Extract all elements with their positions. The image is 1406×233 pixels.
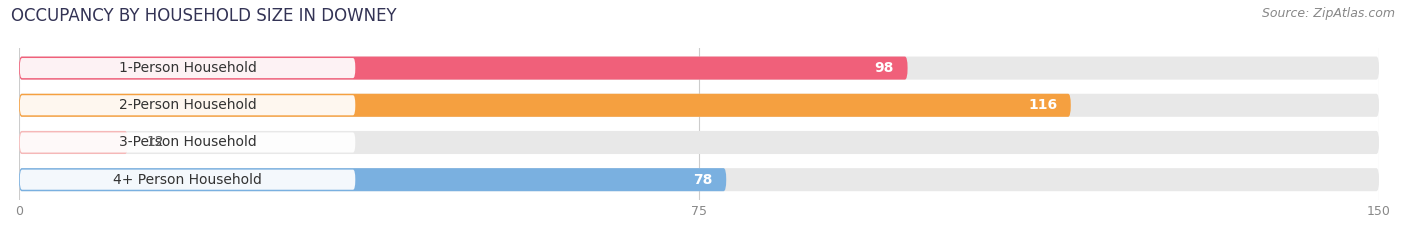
FancyBboxPatch shape bbox=[20, 131, 1379, 154]
Text: Source: ZipAtlas.com: Source: ZipAtlas.com bbox=[1261, 7, 1395, 20]
Text: OCCUPANCY BY HOUSEHOLD SIZE IN DOWNEY: OCCUPANCY BY HOUSEHOLD SIZE IN DOWNEY bbox=[11, 7, 396, 25]
FancyBboxPatch shape bbox=[20, 58, 356, 78]
Text: 98: 98 bbox=[875, 61, 894, 75]
FancyBboxPatch shape bbox=[20, 168, 1379, 191]
FancyBboxPatch shape bbox=[20, 168, 727, 191]
FancyBboxPatch shape bbox=[20, 57, 1379, 80]
Text: 78: 78 bbox=[693, 173, 713, 187]
Text: 12: 12 bbox=[146, 135, 163, 150]
Text: 4+ Person Household: 4+ Person Household bbox=[112, 173, 262, 187]
FancyBboxPatch shape bbox=[20, 94, 1071, 117]
Text: 2-Person Household: 2-Person Household bbox=[118, 98, 256, 112]
FancyBboxPatch shape bbox=[20, 94, 1379, 117]
FancyBboxPatch shape bbox=[20, 57, 908, 80]
FancyBboxPatch shape bbox=[20, 95, 356, 115]
Text: 116: 116 bbox=[1028, 98, 1057, 112]
FancyBboxPatch shape bbox=[20, 132, 356, 153]
FancyBboxPatch shape bbox=[20, 170, 356, 190]
Text: 3-Person Household: 3-Person Household bbox=[118, 135, 256, 150]
FancyBboxPatch shape bbox=[20, 131, 128, 154]
Text: 1-Person Household: 1-Person Household bbox=[118, 61, 256, 75]
